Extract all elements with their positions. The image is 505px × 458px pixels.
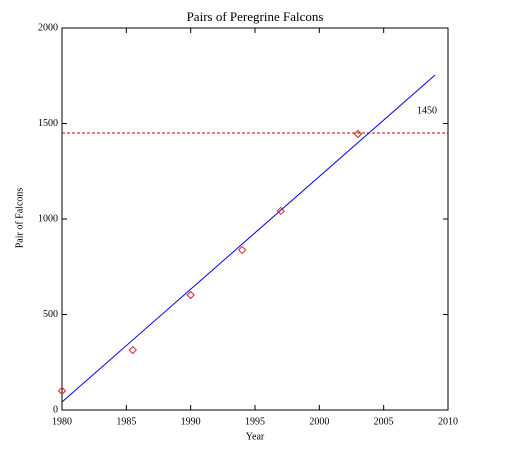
y-tick-label: 2000 xyxy=(38,22,58,33)
y-tick-label: 500 xyxy=(43,309,58,320)
y-tick-label: 1500 xyxy=(38,118,58,129)
chart-title: Pairs of Peregrine Falcons xyxy=(187,9,324,24)
x-tick-label: 2005 xyxy=(374,416,394,427)
reference-label: 1450 xyxy=(417,105,437,116)
y-axis-label: Pair of Falcons xyxy=(14,188,25,249)
x-axis-label: Year xyxy=(246,431,265,442)
y-tick-label: 1000 xyxy=(38,213,58,224)
data-point xyxy=(237,245,247,255)
x-tick-label: 1980 xyxy=(52,416,72,427)
data-point xyxy=(57,386,67,396)
data-point xyxy=(353,129,363,139)
x-tick-label: 1995 xyxy=(245,416,265,427)
fit-line xyxy=(61,74,436,403)
x-tick-label: 1990 xyxy=(181,416,201,427)
x-tick-label: 1985 xyxy=(116,416,136,427)
data-point xyxy=(186,290,195,300)
data-point xyxy=(128,345,137,355)
plot-frame xyxy=(61,27,449,411)
x-tick-label: 2010 xyxy=(438,416,458,427)
x-tick-label: 2000 xyxy=(309,416,329,427)
y-tick-label: 0 xyxy=(53,404,58,415)
data-point xyxy=(276,206,285,216)
